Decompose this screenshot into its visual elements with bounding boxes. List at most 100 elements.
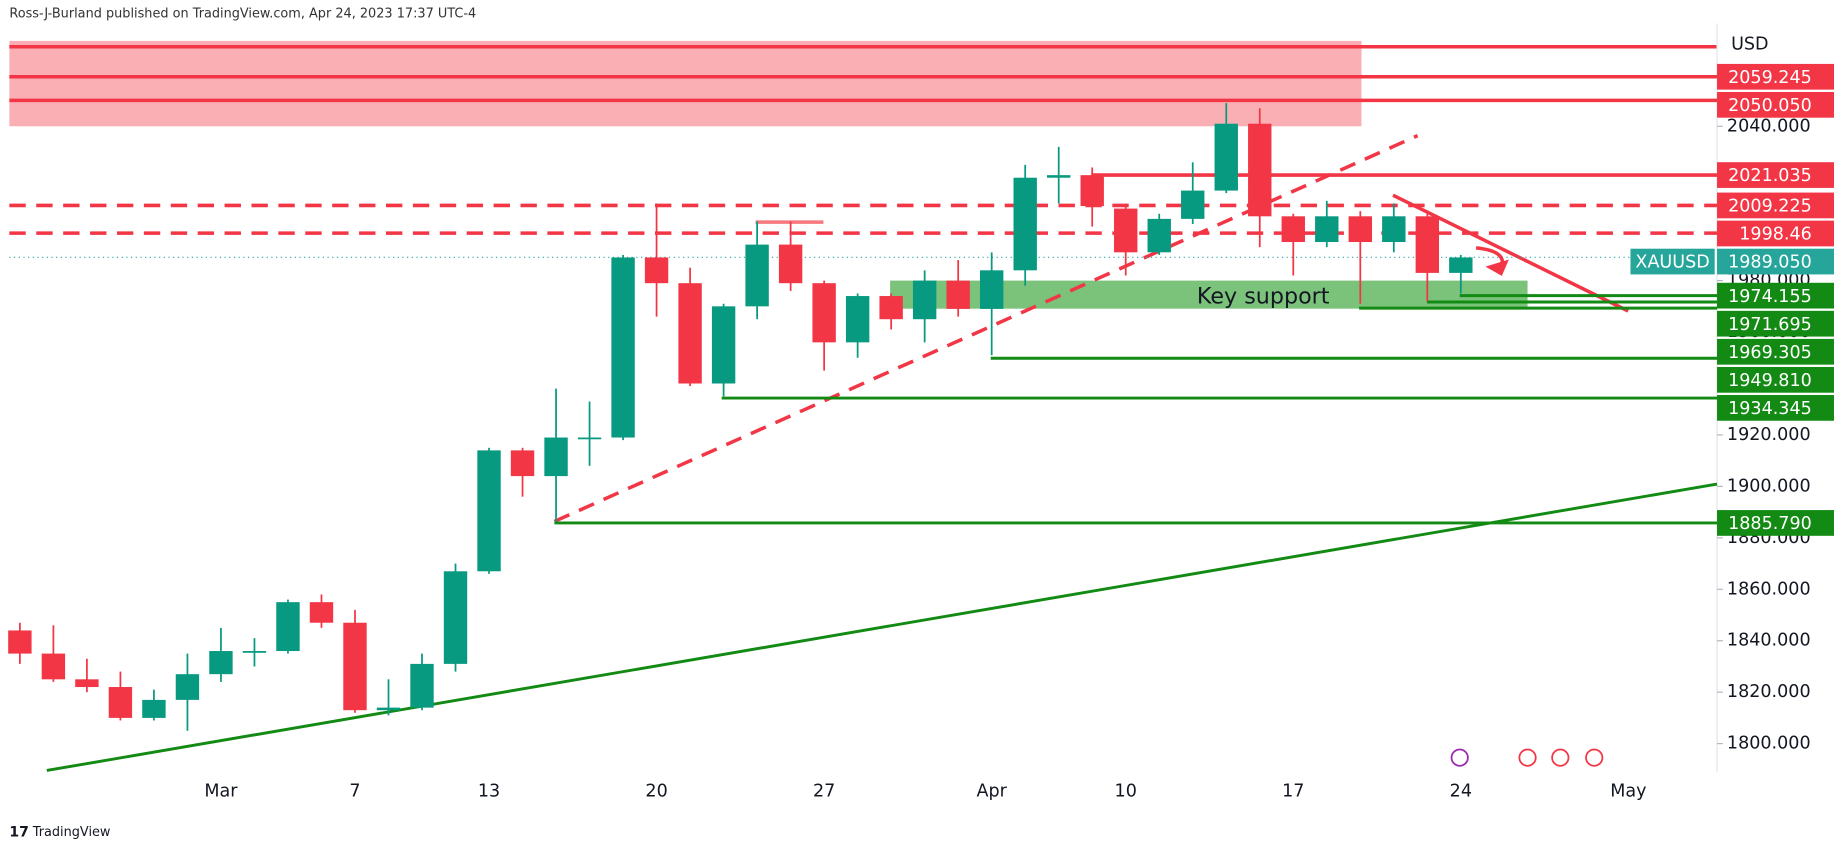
- currency: USD: [1731, 34, 1768, 54]
- candle-body: [946, 280, 970, 309]
- x-tick-label: Mar: [204, 782, 238, 802]
- price-tag-label: 1989.050: [1728, 253, 1812, 273]
- candle-body: [577, 437, 602, 440]
- candle-body: [644, 257, 669, 284]
- candle-body: [1181, 190, 1205, 219]
- price-tag: [1717, 63, 1834, 90]
- price-tag-label: 2021.035: [1728, 166, 1812, 186]
- price-tag-label: 1998.46: [1739, 225, 1812, 245]
- symbol-label: XAUUSD: [1635, 253, 1709, 273]
- price-tag: [1717, 91, 1834, 118]
- arrow-head: [1485, 259, 1509, 276]
- brand-logo: 17: [9, 824, 29, 840]
- x-tick-label: May: [1610, 782, 1646, 802]
- candle-body: [544, 437, 568, 477]
- candle-body: [242, 651, 267, 653]
- candle-body: [1449, 257, 1473, 273]
- trendline: [1392, 193, 1629, 313]
- candle-body: [376, 707, 401, 711]
- price-tag: [1717, 282, 1834, 309]
- candle-body: [1080, 175, 1104, 207]
- candle-body: [477, 450, 501, 572]
- candle-body: [1013, 177, 1037, 271]
- candle-body: [1114, 208, 1138, 253]
- price-tag-label: 1969.305: [1728, 343, 1812, 363]
- candle-body: [1047, 175, 1071, 178]
- candle-body: [41, 653, 66, 680]
- y-tick-label: 1820.000: [1727, 682, 1811, 702]
- price-tag-label: 1885.790: [1728, 514, 1812, 534]
- price-tag-label: 2059.245: [1728, 68, 1812, 88]
- candle-body: [175, 674, 200, 700]
- x-tick-label: Apr: [977, 782, 1008, 802]
- candle-body: [209, 651, 233, 675]
- x-tick-label: 27: [813, 782, 835, 802]
- trendline: [553, 134, 1419, 524]
- y-tick-label: 2040.000: [1727, 116, 1811, 136]
- event-icon: [1450, 748, 1469, 767]
- price-tag-label: 1934.345: [1728, 399, 1812, 419]
- x-tick-label: 10: [1115, 782, 1137, 802]
- candle-body: [142, 699, 166, 718]
- candle-body: [912, 280, 937, 320]
- candle-body: [845, 296, 870, 343]
- candle-body: [678, 283, 702, 384]
- price-tag: [1717, 192, 1834, 219]
- price-tag: [1717, 338, 1834, 365]
- candle-body: [1248, 123, 1272, 217]
- y-tick-label: 1800.000: [1727, 734, 1811, 754]
- y-tick-label: 1920.000: [1727, 425, 1811, 445]
- candle-body: [745, 244, 769, 307]
- candle-body: [979, 270, 1004, 309]
- price-tag: [1717, 366, 1834, 393]
- candle-body: [1147, 218, 1171, 253]
- candle-body: [611, 257, 635, 438]
- candle-body: [812, 283, 836, 343]
- price-tag: [1717, 220, 1834, 247]
- price-tag-label: 2050.050: [1728, 96, 1812, 116]
- y-tick-label: 1900.000: [1727, 476, 1811, 496]
- price-tag-label: 1974.155: [1728, 287, 1812, 307]
- candle-body: [778, 244, 803, 284]
- x-tick-label: 7: [349, 782, 360, 802]
- brand: TradingView: [32, 825, 111, 840]
- candle-body: [879, 296, 903, 320]
- candle-body: [443, 571, 468, 664]
- x-tick-label: 13: [478, 782, 500, 802]
- candle-body: [410, 663, 434, 708]
- event-icon: [1585, 748, 1604, 767]
- event-icon: [1551, 748, 1570, 767]
- candle-body: [1214, 123, 1238, 191]
- price-tag-label: 2009.225: [1728, 197, 1812, 217]
- x-tick-label: 17: [1282, 782, 1304, 802]
- resistance-zone: [9, 40, 1362, 127]
- x-tick-label: 20: [645, 782, 667, 802]
- event-icon: [1518, 748, 1537, 767]
- candle-body: [510, 450, 535, 477]
- candle-body: [711, 306, 736, 384]
- price-tag: [1717, 310, 1834, 337]
- candle-body: [1415, 216, 1440, 273]
- header: Ross-J-Burland published on TradingView.…: [9, 7, 476, 22]
- annotation: Key support: [1197, 283, 1330, 309]
- trendline: [46, 482, 1718, 772]
- plot: 1800.0001820.0001840.0001860.0001880.000…: [8, 63, 1834, 802]
- price-tag: [1717, 395, 1834, 421]
- price-tag-label: 1971.695: [1728, 315, 1812, 335]
- price-tag: [1717, 162, 1834, 188]
- candle-body: [1348, 216, 1372, 243]
- candle-body: [276, 602, 300, 652]
- candle-body: [343, 622, 367, 711]
- y-tick-label: 1840.000: [1727, 631, 1811, 651]
- price-tag: [1717, 248, 1834, 275]
- candle-body: [8, 630, 32, 654]
- candle-body: [1315, 216, 1339, 243]
- candle-body: [1281, 216, 1305, 243]
- x-tick-label: 24: [1450, 782, 1472, 802]
- symbol-tag: [1630, 248, 1715, 275]
- candle-body: [1382, 216, 1406, 243]
- y-tick-label: 1860.000: [1727, 579, 1811, 599]
- price-tag: [1717, 510, 1834, 536]
